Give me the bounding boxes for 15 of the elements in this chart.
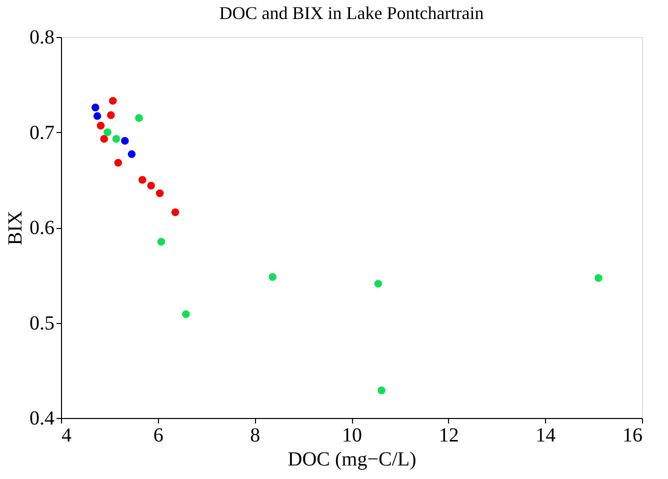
- y-tick-label: 0.4: [30, 408, 54, 430]
- y-tick-label: 0.5: [30, 312, 54, 334]
- x-tick-label: 16: [622, 424, 642, 446]
- y-tick-label: 0.8: [30, 26, 54, 48]
- y-tick-label: 0.6: [30, 217, 54, 239]
- x-tick-label: 6: [153, 424, 164, 446]
- x-tick-label: 10: [342, 424, 362, 446]
- y-tick-label: 0.7: [30, 122, 54, 144]
- x-tick-label: 4: [62, 424, 72, 446]
- chart-title: DOC and BIX in Lake Pontchartrain: [219, 3, 484, 23]
- x-tick-label: 14: [536, 424, 556, 446]
- y-axis-title: BIX: [4, 210, 26, 246]
- x-tick-label: 8: [250, 424, 260, 446]
- x-tick-label: 12: [438, 424, 459, 446]
- x-axis-title: DOC (mg−C/L): [288, 448, 416, 470]
